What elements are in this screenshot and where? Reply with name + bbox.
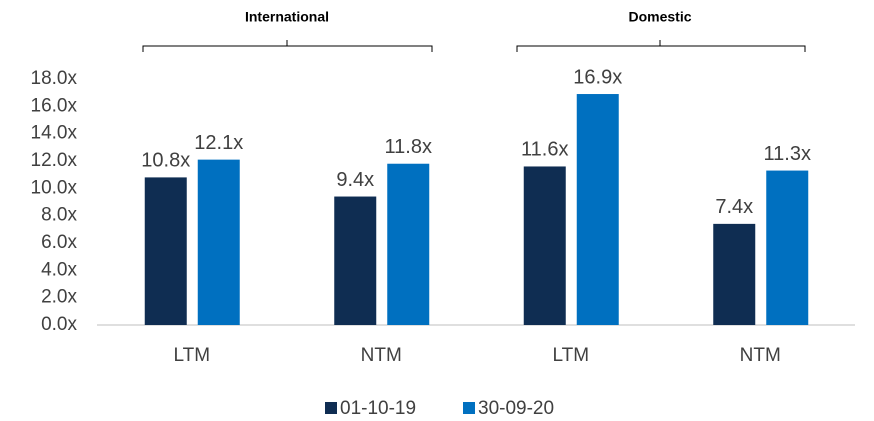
- y-tick-label: 2.0x: [41, 287, 77, 308]
- bar: [576, 94, 619, 326]
- x-tick-label: LTM: [173, 345, 210, 366]
- bar: [334, 196, 377, 325]
- legend-label: 01-10-19: [340, 398, 416, 419]
- y-tick-label: 8.0x: [41, 205, 77, 226]
- bar: [713, 223, 756, 325]
- bar: [523, 166, 566, 325]
- value-label: 11.6x: [521, 139, 568, 161]
- bar: [144, 177, 187, 325]
- y-tick-label: 0.0x: [41, 314, 77, 335]
- y-tick-label: 12.0x: [31, 150, 78, 171]
- value-label: 9.4x: [336, 169, 374, 191]
- bar: [197, 159, 240, 325]
- x-tick-label: NTM: [740, 345, 781, 366]
- value-label: 10.8x: [141, 150, 190, 172]
- value-label: 7.4x: [715, 196, 753, 218]
- bar: [766, 170, 809, 325]
- x-tick-label: NTM: [361, 345, 402, 366]
- value-label: 16.9x: [573, 66, 622, 88]
- y-tick-label: 6.0x: [41, 232, 77, 253]
- value-label: 11.8x: [385, 136, 432, 158]
- bar: [387, 163, 430, 325]
- group-label: Domestic: [628, 9, 691, 25]
- y-tick-label: 4.0x: [41, 259, 77, 280]
- legend-swatch: [325, 402, 337, 414]
- y-tick-label: 10.0x: [31, 177, 78, 198]
- value-label: 12.1x: [194, 132, 243, 154]
- bracket: [516, 40, 806, 52]
- legend-label: 30-09-20: [478, 398, 554, 419]
- x-tick-label: LTM: [552, 345, 589, 366]
- group-label: International: [245, 9, 329, 25]
- bracket: [142, 40, 433, 52]
- legend-swatch: [463, 402, 475, 414]
- value-label: 11.3x: [764, 143, 811, 165]
- y-tick-label: 14.0x: [31, 123, 78, 144]
- y-tick-label: 16.0x: [31, 95, 78, 116]
- y-tick-label: 18.0x: [31, 68, 78, 89]
